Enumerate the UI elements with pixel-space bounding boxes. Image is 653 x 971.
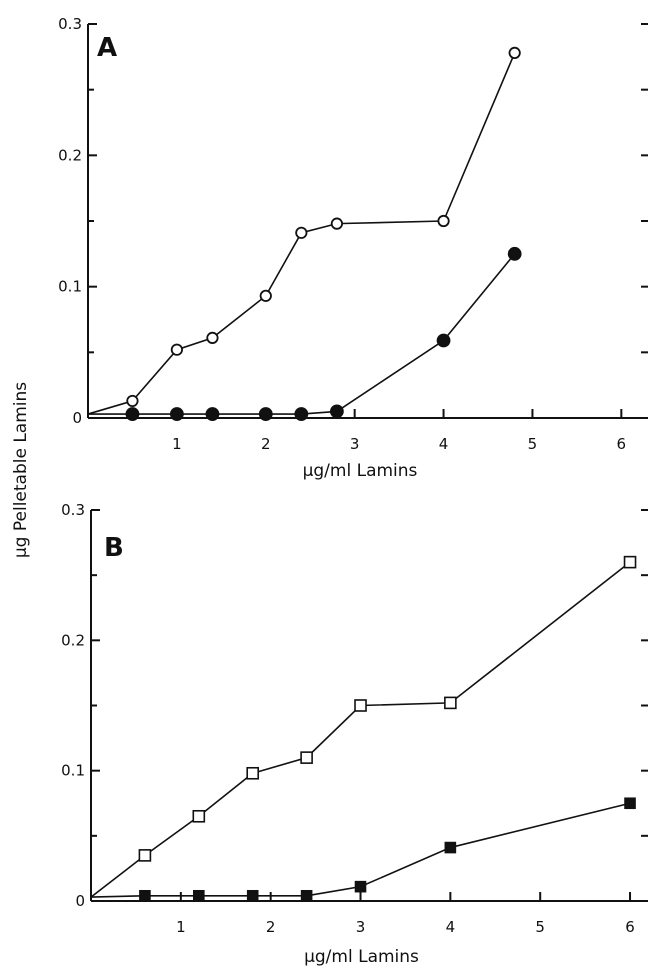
data-point-open-square	[444, 696, 457, 710]
data-point-filled-square	[193, 889, 205, 902]
data-point-open-circle	[259, 289, 272, 302]
data-point-filled-square	[139, 889, 151, 902]
data-point-open-circle	[508, 46, 521, 59]
data-point-open-circle	[437, 214, 450, 228]
panel-a: 0 0.1 0.2 0.3 1 2 3 4 5 6 Aμg/ml Lamins	[58, 15, 648, 481]
data-point-filled-circle	[169, 407, 184, 421]
x-tick-label: 4	[446, 918, 456, 936]
data-point-open-circle	[330, 217, 343, 230]
x-tick-label: 1	[176, 918, 186, 936]
data-point-open-circle	[206, 331, 219, 344]
data-point-filled-circle	[125, 407, 140, 421]
panel-label: B	[104, 533, 124, 563]
x-tick-label: 6	[617, 435, 627, 453]
data-point-filled-square	[444, 841, 457, 854]
y-tick-label: 0.2	[61, 631, 85, 649]
data-point-filled-circle	[294, 407, 309, 421]
y-tick-label: 0	[72, 409, 82, 427]
data-point-filled-circle	[205, 407, 220, 421]
series-line-2	[90, 802, 631, 898]
y-tick-label: 0	[75, 892, 85, 910]
series-line-2	[88, 253, 516, 415]
x-tick-label: 3	[356, 918, 366, 936]
x-tick-label: 3	[350, 435, 360, 453]
data-point-filled-square	[624, 797, 636, 810]
x-tick-label: 5	[528, 435, 538, 453]
data-point-open-square	[138, 849, 152, 862]
x-tick-label: 2	[266, 918, 276, 936]
y-tick-label: 0.3	[61, 501, 85, 519]
y-tick-label: 0.1	[58, 278, 82, 296]
x-tick-label: 4	[439, 435, 449, 453]
y-tick-label: 0.3	[58, 15, 82, 33]
data-point-filled-square	[354, 880, 367, 893]
y-tick-label: 0.2	[58, 146, 82, 164]
data-point-filled-circle	[507, 246, 522, 261]
data-point-open-circle	[126, 394, 139, 408]
data-point-filled-square	[300, 889, 313, 902]
data-point-filled-circle	[258, 407, 273, 421]
data-point-open-square	[246, 766, 260, 780]
y-tick-label: 0.1	[61, 762, 85, 780]
data-point-filled-circle	[329, 404, 344, 419]
data-point-open-circle	[295, 226, 308, 239]
data-point-filled-circle	[436, 333, 451, 348]
panel-b: 0 0.1 0.2 0.3 1 2 3 4 5 6 Bμg/ml Lamins	[61, 501, 648, 967]
x-tick-label: 1	[172, 435, 182, 453]
data-point-open-square	[300, 751, 313, 764]
data-point-open-square	[623, 555, 637, 569]
x-axis-label: μg/ml Lamins	[304, 947, 419, 967]
panel-label: A	[97, 33, 117, 63]
data-point-open-square	[354, 699, 367, 712]
y-axis-label: μg Pelletable Lamins	[11, 382, 31, 558]
series-line-1	[90, 561, 631, 898]
data-point-filled-square	[246, 889, 259, 902]
x-tick-label: 5	[535, 918, 545, 936]
data-point-open-circle	[170, 343, 183, 356]
data-point-open-square	[192, 809, 206, 823]
x-tick-label: 2	[261, 435, 271, 453]
x-axis-label: μg/ml Lamins	[303, 461, 418, 481]
x-tick-label: 6	[625, 918, 635, 936]
